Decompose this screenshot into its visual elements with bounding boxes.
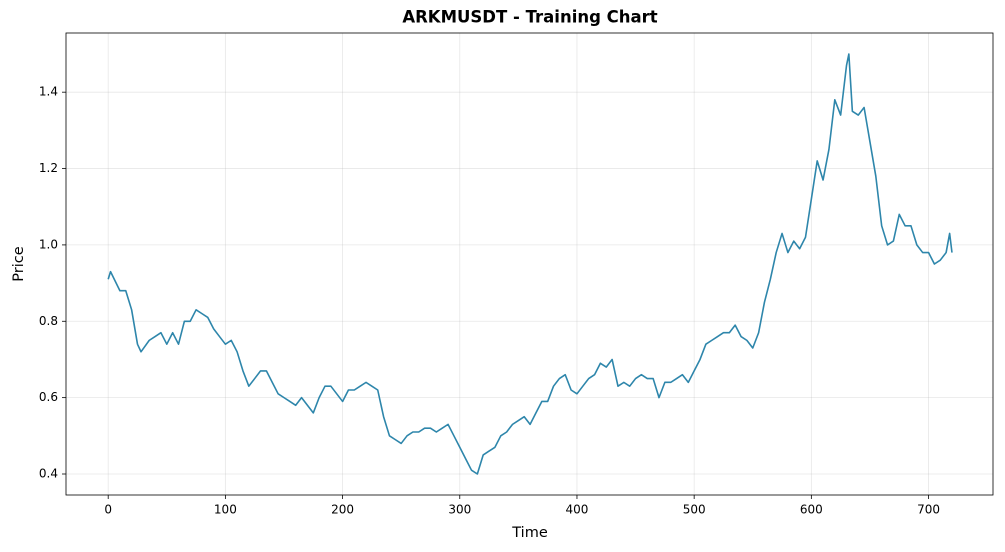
chart-title: ARKMUSDT - Training Chart <box>402 8 657 27</box>
x-tick-label: 100 <box>214 503 237 517</box>
y-tick-label: 0.4 <box>39 467 58 481</box>
x-tick-label: 200 <box>331 503 354 517</box>
x-tick-label: 400 <box>566 503 589 517</box>
y-tick-label: 1.2 <box>39 161 58 175</box>
x-tick-label: 500 <box>683 503 706 517</box>
y-tick-label: 0.6 <box>39 390 58 404</box>
x-tick-label: 0 <box>104 503 112 517</box>
x-axis-label: Time <box>511 525 548 541</box>
y-axis-label: Price <box>11 246 27 281</box>
y-tick-label: 0.8 <box>39 314 58 328</box>
plot-frame <box>65 32 994 496</box>
y-tick-label: 1.4 <box>39 85 58 99</box>
price-line <box>107 53 953 475</box>
x-tick-label: 300 <box>448 503 471 517</box>
x-tick-label: 600 <box>800 503 823 517</box>
x-tick-label: 700 <box>917 503 940 517</box>
y-tick-label: 1.0 <box>39 237 58 251</box>
